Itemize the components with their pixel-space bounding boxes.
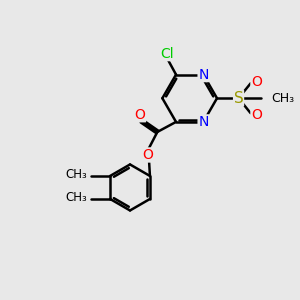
Text: O: O — [135, 108, 146, 122]
Text: O: O — [251, 75, 262, 89]
Text: N: N — [198, 68, 208, 82]
Text: O: O — [142, 148, 153, 162]
Text: CH₃: CH₃ — [65, 191, 87, 204]
Text: CH₃: CH₃ — [271, 92, 294, 105]
Text: O: O — [251, 108, 262, 122]
Text: S: S — [234, 91, 243, 106]
Text: CH₃: CH₃ — [65, 168, 87, 181]
Text: Cl: Cl — [160, 46, 174, 61]
Text: N: N — [198, 115, 208, 129]
